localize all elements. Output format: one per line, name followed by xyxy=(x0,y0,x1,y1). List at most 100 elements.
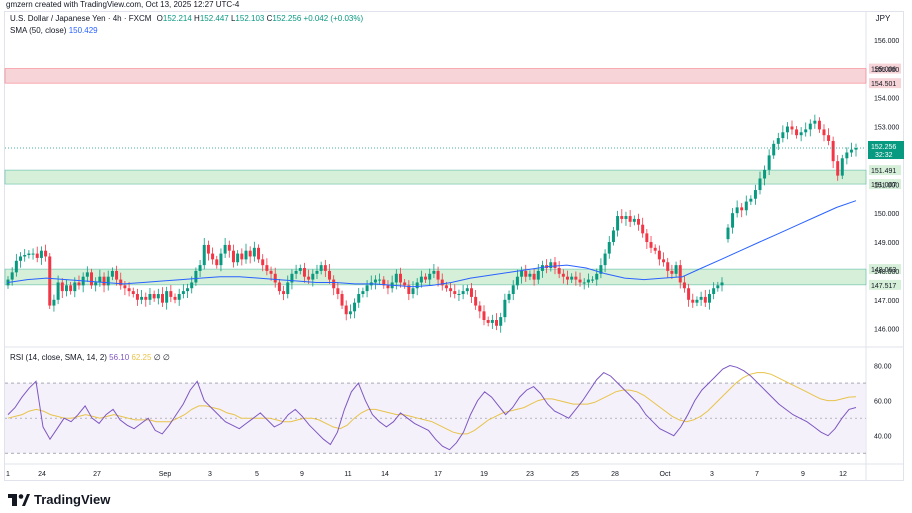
zone-label-bg xyxy=(869,264,901,275)
candle-body xyxy=(595,273,599,280)
candle-body xyxy=(373,279,377,283)
candle-body xyxy=(566,276,570,280)
candle-body xyxy=(511,285,515,295)
candle-body xyxy=(532,273,536,280)
candle-body xyxy=(378,279,382,281)
candle-body xyxy=(457,294,461,296)
rsi-tick-label: 60.00 xyxy=(874,399,892,406)
candle-body xyxy=(282,291,286,295)
rsi-extra: ∅ ∅ xyxy=(153,353,170,362)
candle-body xyxy=(10,272,14,280)
rsi-line xyxy=(7,364,857,451)
candle-body xyxy=(707,294,711,303)
candle-body xyxy=(528,273,532,277)
candle-body xyxy=(365,285,369,292)
candle-body xyxy=(749,198,753,202)
candle-body xyxy=(465,288,469,292)
candle-body xyxy=(795,129,799,136)
candle-body xyxy=(48,256,52,306)
candle-body xyxy=(461,291,465,295)
candle-body xyxy=(152,294,156,299)
rsi-tick-label: 80.00 xyxy=(874,364,892,371)
candle-body xyxy=(353,302,357,312)
candle-body xyxy=(361,291,365,295)
candle-body xyxy=(549,262,553,269)
candle-body xyxy=(160,294,164,303)
symbol-name[interactable]: U.S. Dollar / Japanese Yen · 4h · FXCM xyxy=(10,14,152,23)
candle-body xyxy=(524,270,528,277)
candle-body xyxy=(236,253,240,263)
time-tick-label: 24 xyxy=(38,471,46,478)
time-tick-label: 9 xyxy=(801,471,805,478)
zone-label: 154.501 xyxy=(871,81,896,88)
candle-body xyxy=(94,282,98,286)
candle-body xyxy=(831,140,835,162)
price-tick-label: 155.000 xyxy=(874,67,899,74)
zone-label-bg xyxy=(869,78,901,89)
time-tick-label: 25 xyxy=(571,471,579,478)
candle-body xyxy=(469,288,473,297)
zone-label-bg xyxy=(869,279,901,290)
tradingview-logo[interactable]: TradingView xyxy=(8,492,110,507)
candle-body xyxy=(52,299,56,306)
rsi-value: 56.10 xyxy=(109,353,130,362)
candle-body xyxy=(135,294,139,300)
candle-body xyxy=(703,296,707,303)
time-tick-label: 3 xyxy=(208,471,212,478)
candle-body xyxy=(64,285,68,292)
candle-body xyxy=(23,255,27,257)
tradingview-logo-icon xyxy=(8,493,30,506)
candle-body xyxy=(85,272,89,277)
candle-body xyxy=(357,294,361,303)
candle-body xyxy=(298,268,302,271)
candle-body xyxy=(307,276,311,280)
candle-body xyxy=(269,270,273,274)
candle-body xyxy=(804,129,808,133)
candle-body xyxy=(106,276,110,286)
candle-body xyxy=(699,296,703,300)
candle-body xyxy=(311,273,315,280)
currency-label[interactable]: JPY xyxy=(875,14,891,23)
zone-label: 151.491 xyxy=(871,168,896,175)
candle-body xyxy=(674,265,678,274)
candle-body xyxy=(582,282,586,284)
candle-body xyxy=(620,216,624,219)
candle-body xyxy=(194,270,198,283)
candle-body xyxy=(712,288,716,295)
candle-body xyxy=(763,169,767,179)
candle-body xyxy=(407,285,411,295)
candle-body xyxy=(682,282,686,289)
candle-body xyxy=(645,233,649,243)
price-tick-label: 146.000 xyxy=(874,327,899,334)
candle-body xyxy=(35,253,39,258)
candle-body xyxy=(144,296,148,300)
candle-body xyxy=(444,285,448,289)
high-label: H xyxy=(194,14,200,23)
candle-body xyxy=(336,288,340,295)
low-label: L xyxy=(230,14,236,23)
candle-body xyxy=(616,216,620,231)
rsi-tick-label: 40.00 xyxy=(874,434,892,441)
candle-body xyxy=(849,149,853,153)
rsi-legend[interactable]: RSI (14, close, SMA, 14, 2) 56.10 62.25 … xyxy=(10,353,170,362)
time-tick-label: 17 xyxy=(434,471,442,478)
candle-body xyxy=(503,299,507,318)
candle-body xyxy=(854,148,858,150)
chart-frame xyxy=(4,11,904,481)
zone-resistance-0 xyxy=(4,68,867,84)
time-tick-label: 5 xyxy=(255,471,259,478)
candle-body xyxy=(440,279,444,286)
candle-body xyxy=(127,288,131,292)
time-tick-label: 3 xyxy=(710,471,714,478)
rsi-label: RSI (14, close, SMA, 14, 2) xyxy=(10,353,107,362)
sma-legend[interactable]: SMA (50, close) 150.429 xyxy=(10,26,98,35)
candle-body xyxy=(286,282,290,295)
candle-body xyxy=(123,285,127,289)
candle-body xyxy=(515,276,519,286)
candle-body xyxy=(319,265,323,271)
time-tick-label: 28 xyxy=(611,471,619,478)
bar-countdown: 32:32 xyxy=(875,152,893,159)
time-tick-label: 12 xyxy=(839,471,847,478)
candle-body xyxy=(173,296,177,300)
